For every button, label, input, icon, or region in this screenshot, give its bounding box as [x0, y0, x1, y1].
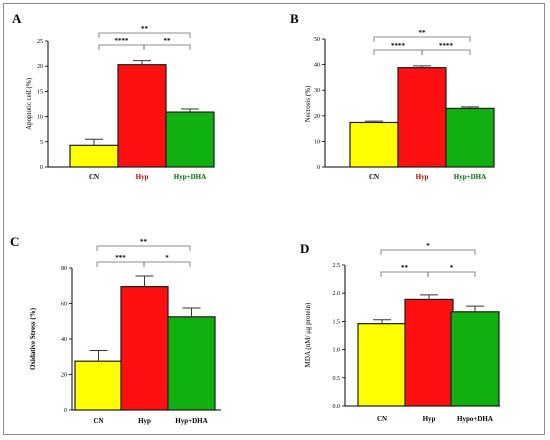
bar-cn — [357, 323, 407, 407]
y-tick-label: 20 — [314, 114, 320, 120]
y-tick-label: 60 — [61, 302, 67, 308]
y-tick-label: 40 — [61, 337, 67, 343]
bar-hyp — [117, 64, 167, 168]
y-tick-label: 2.0 — [333, 291, 341, 297]
significance-bracket — [427, 271, 476, 277]
x-category-label: CN — [89, 173, 99, 181]
significance-label: ** — [401, 264, 409, 272]
bar-cn — [69, 144, 119, 168]
significance-label: ** — [419, 29, 427, 37]
bar-cn — [349, 121, 399, 168]
x-category-label: CN — [377, 415, 387, 423]
significance-bracket — [373, 49, 423, 55]
significance-label: ** — [140, 238, 148, 246]
y-tick-label: 0.5 — [333, 376, 341, 382]
x-category-label: Hyp — [138, 417, 151, 425]
x-category-label: Hyp+DHA — [174, 173, 206, 181]
significance-bracket — [421, 49, 471, 55]
y-tick-label: 5 — [40, 140, 43, 146]
significance-bracket — [96, 245, 191, 251]
y-tick-label: 15 — [37, 89, 43, 95]
bar-hyp — [404, 298, 454, 407]
y-tick-label: 80 — [61, 266, 67, 272]
y-axis-label: Apoptotic cell (%) — [25, 77, 33, 130]
panel-letter: D — [300, 241, 309, 256]
y-tick-label: 25 — [37, 39, 43, 45]
x-category-label: Hypo+DHA — [457, 415, 493, 423]
panel-d: D 0.0 0.5 1.0 1.5 2.0 2.5 MDA (nM/ μg protein) C… — [300, 241, 500, 423]
y-tick-label: 1.0 — [333, 348, 341, 354]
y-tick-label: 20 — [61, 373, 67, 379]
significance-bracket — [98, 44, 145, 50]
y-tick-label: 0 — [40, 165, 43, 171]
y-tick-label: 40 — [314, 63, 320, 69]
y-tick-label: 2.5 — [333, 263, 341, 269]
figure-frame — [3, 3, 545, 435]
y-tick-label: 0.0 — [333, 404, 341, 410]
x-category-label: Hyp — [416, 173, 429, 181]
bar-hypdha — [445, 107, 495, 168]
x-category-label: CN — [93, 417, 103, 425]
significance-label: ** — [141, 25, 149, 33]
panel-letter: A — [12, 11, 22, 26]
x-category-label: CN — [369, 173, 379, 181]
significance-label: **** — [439, 42, 454, 50]
significance-bracket — [143, 261, 191, 267]
x-category-label: Hyp — [136, 173, 149, 181]
bar-hypdha — [167, 316, 216, 411]
panel-a: A 0 5 10 15 20 25 Apoptotic cell (%) CN Hyp Hyp+DH… — [12, 11, 215, 181]
significance-label: ** — [164, 37, 172, 45]
y-axis-label: Necrosis (%) — [304, 85, 312, 122]
significance-bracket — [373, 36, 471, 42]
y-tick-label: 30 — [314, 88, 320, 94]
y-tick-label: 0 — [64, 408, 67, 414]
significance-label: * — [450, 264, 454, 272]
y-tick-label: 0 — [317, 165, 320, 171]
y-tick-label: 10 — [314, 139, 320, 145]
significance-label: * — [426, 242, 430, 250]
bar-hyp — [397, 67, 447, 168]
y-tick-label: 1.5 — [333, 319, 341, 325]
significance-label: *** — [115, 254, 126, 262]
significance-bracket — [380, 271, 429, 277]
panel-letter: B — [290, 11, 299, 26]
x-category-label: Hyp+DHA — [175, 417, 207, 425]
bar-hypdha — [165, 111, 215, 168]
significance-bracket — [98, 32, 191, 38]
panel-c: C 0 20 40 60 80 Oxidative Stress (%) CN Hyp Hyp+D… — [10, 234, 221, 425]
significance-bracket — [96, 261, 145, 267]
significance-label: * — [165, 254, 169, 262]
significance-bracket — [380, 249, 476, 255]
significance-label: **** — [115, 37, 130, 45]
bar-hypodha — [450, 311, 500, 407]
y-tick-label: 50 — [314, 37, 320, 43]
bar-hyp — [120, 286, 169, 411]
y-tick-label: 20 — [37, 64, 43, 70]
significance-label: **** — [391, 42, 406, 50]
y-axis-label: Oxidative Stress (%) — [29, 307, 37, 370]
x-category-label: Hyp — [423, 415, 436, 423]
y-tick-label: 10 — [37, 115, 43, 121]
bar-cn — [74, 360, 123, 411]
x-category-label: Hyp+DHA — [454, 173, 486, 181]
y-axis-label: MDA (nM/ μg protein) — [304, 302, 312, 367]
panel-letter: C — [10, 234, 19, 249]
significance-bracket — [143, 44, 191, 50]
